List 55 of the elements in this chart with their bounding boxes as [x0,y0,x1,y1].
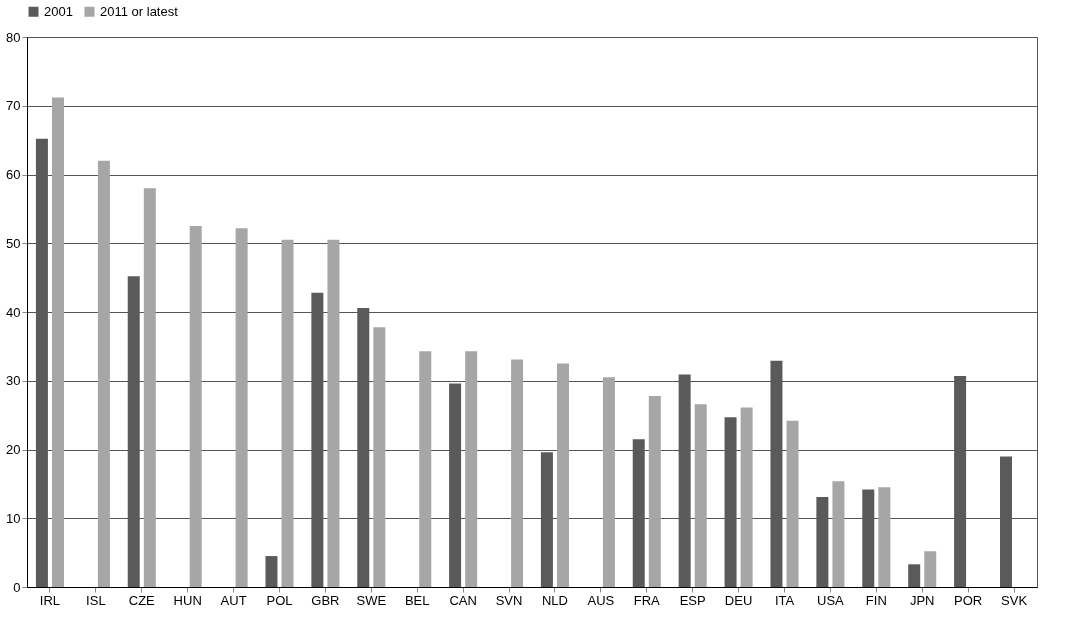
bar [694,404,707,587]
x-tick-label: CZE [128,592,156,608]
legend-label: 2011 or latest [100,3,179,19]
bar [143,188,156,587]
bar [189,226,202,587]
y-tick-label: 70 [6,98,21,114]
x-tick-label: SVN [495,592,523,608]
bar [556,363,569,587]
bar [419,351,432,587]
legend-label: 2001 [44,3,73,19]
x-tick-label: GBR [311,592,340,608]
bar [602,377,615,587]
x-tick-label: SVK [1001,592,1028,608]
x-tick-label: JPN [909,592,935,608]
x-tick-label: NLD [541,592,568,608]
bar [235,228,248,587]
bar [924,551,937,587]
x-tick-label: DEU [724,592,753,608]
bar [465,351,478,587]
bar [878,487,891,587]
x-tick-label: POL [266,592,293,608]
x-tick-label: IRL [39,592,61,608]
x-tick-label: CAN [449,592,477,608]
y-tick-label: 20 [6,442,21,457]
bar [265,556,278,587]
x-tick-label: AUT [220,592,247,608]
x-tick-label: BEL [404,592,430,608]
bar [740,407,753,587]
x-tick-label: ESP [679,592,706,608]
y-tick-label: 0 [13,579,21,595]
bar [327,239,340,587]
bar [511,359,524,587]
x-tick-label: AUS [587,592,615,608]
y-tick-label: 40 [6,304,21,320]
x-tick-label: USA [817,592,845,608]
bar [832,481,845,587]
bar [97,160,110,587]
x-tick-label: FIN [865,592,887,608]
y-tick-label: 50 [6,235,21,251]
bar [51,97,64,587]
y-tick-label: 30 [6,373,21,389]
bar [786,420,799,587]
bar [908,564,921,587]
x-tick-label: FRA [633,592,661,608]
bar [648,395,661,587]
x-tick-label: SWE [356,592,387,608]
x-tick-label: HUN [173,592,202,608]
y-tick-label: 60 [6,167,21,182]
x-tick-label: ITA [774,592,795,608]
x-tick-label: ISL [86,592,106,608]
y-tick-label: 80 [6,29,21,45]
bar [373,327,386,587]
x-tick-label: POR [954,592,983,608]
y-tick-label: 10 [6,510,21,526]
bar [281,239,294,587]
